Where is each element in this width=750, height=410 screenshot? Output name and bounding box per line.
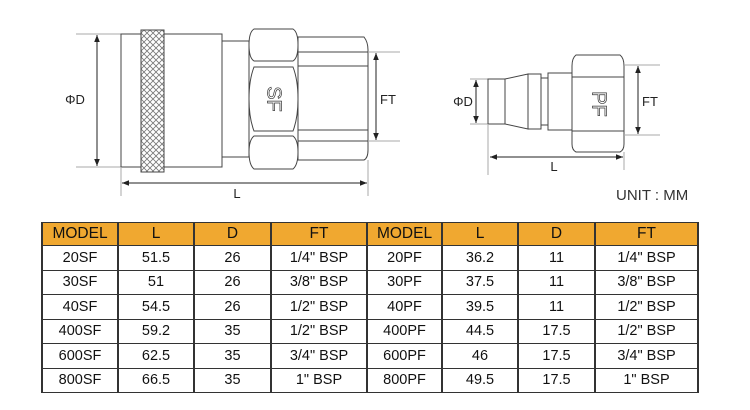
- col-header: MODEL: [366, 222, 443, 246]
- col-header: FT: [270, 222, 368, 246]
- table-cell: 26: [193, 245, 272, 271]
- table-cell: 26: [193, 269, 272, 295]
- socket-mark: SF: [263, 86, 285, 112]
- plug-mark: PF: [588, 91, 610, 117]
- table-cell: 17.5: [517, 367, 596, 393]
- table-row: 20SF 51.5 26 1/4" BSP 20PF 36.2 11 1/4" BSP: [41, 245, 699, 271]
- technical-drawing: SF ΦD FT L PF ΦD FT L: [65, 28, 660, 201]
- table-cell: 30SF: [41, 269, 119, 295]
- col-header: D: [517, 222, 596, 246]
- table-cell: 66.5: [117, 367, 195, 393]
- table-cell: 59.2: [117, 318, 195, 344]
- spec-table: MODEL L D FT MODEL L D FT 20SF 51.5 26 1/4"…: [41, 222, 699, 393]
- table-cell: 30PF: [366, 269, 443, 295]
- table-cell: 600SF: [41, 343, 119, 369]
- col-header: MODEL: [41, 222, 119, 246]
- unit-label: UNIT : MM: [616, 187, 689, 204]
- table-row: 40SF 54.5 26 1/2" BSP 40PF 39.5 11 1/2" BSP: [41, 294, 699, 320]
- table-cell: 35: [193, 367, 272, 393]
- table-cell: 1/2" BSP: [270, 294, 368, 320]
- table-cell: 1" BSP: [594, 367, 699, 393]
- socket-drawing: [76, 28, 400, 196]
- table-cell: 400PF: [366, 318, 443, 344]
- socket-dim-l: L: [233, 186, 240, 201]
- table-cell: 600PF: [366, 343, 443, 369]
- table-cell: 800PF: [366, 367, 443, 393]
- col-header: L: [117, 222, 195, 246]
- table-cell: 40PF: [366, 294, 443, 320]
- table-cell: 49.5: [441, 367, 519, 393]
- plug-dim-l: L: [550, 159, 557, 174]
- plug-drawing: [470, 54, 660, 175]
- table-cell: 51: [117, 269, 195, 295]
- table-cell: 26: [193, 294, 272, 320]
- table-cell: 1/4" BSP: [594, 245, 699, 271]
- table-row: 30SF 51 26 3/8" BSP 30PF 37.5 11 3/8" BSP: [41, 269, 699, 295]
- socket-dim-d: ΦD: [65, 92, 85, 107]
- table-row: 800SF 66.5 35 1" BSP 800PF 49.5 17.5 1" BSP: [41, 367, 699, 393]
- table-cell: 1/2" BSP: [594, 318, 699, 344]
- table-cell: 54.5: [117, 294, 195, 320]
- table-cell: 1/2" BSP: [270, 318, 368, 344]
- table-cell: 39.5: [441, 294, 519, 320]
- table-header: MODEL L D FT MODEL L D FT: [41, 222, 699, 246]
- socket-dim-ft: FT: [380, 92, 396, 107]
- table-cell: 400SF: [41, 318, 119, 344]
- table-cell: 11: [517, 269, 596, 295]
- table-cell: 36.2: [441, 245, 519, 271]
- table-cell: 17.5: [517, 343, 596, 369]
- table-cell: 20PF: [366, 245, 443, 271]
- table-row: 600SF 62.5 35 3/4" BSP 600PF 46 17.5 3/4" BSP: [41, 343, 699, 369]
- table-cell: 1/4" BSP: [270, 245, 368, 271]
- table-cell: 35: [193, 343, 272, 369]
- table-cell: 17.5: [517, 318, 596, 344]
- table-cell: 3/4" BSP: [270, 343, 368, 369]
- table-cell: 800SF: [41, 367, 119, 393]
- plug-dim-d: ΦD: [453, 94, 473, 109]
- table-cell: 62.5: [117, 343, 195, 369]
- col-header: FT: [594, 222, 699, 246]
- table-cell: 40SF: [41, 294, 119, 320]
- table-cell: 20SF: [41, 245, 119, 271]
- table-cell: 44.5: [441, 318, 519, 344]
- col-header: L: [441, 222, 519, 246]
- plug-dim-ft: FT: [642, 94, 658, 109]
- table-cell: 46: [441, 343, 519, 369]
- table-cell: 1" BSP: [270, 367, 368, 393]
- table-cell: 3/4" BSP: [594, 343, 699, 369]
- knurl-ring: [140, 29, 165, 173]
- table-cell: 35: [193, 318, 272, 344]
- table-cell: 3/8" BSP: [594, 269, 699, 295]
- table-cell: 1/2" BSP: [594, 294, 699, 320]
- table-cell: 11: [517, 294, 596, 320]
- table-cell: 11: [517, 245, 596, 271]
- col-header: D: [193, 222, 272, 246]
- table-cell: 37.5: [441, 269, 519, 295]
- table-cell: 51.5: [117, 245, 195, 271]
- table-cell: 3/8" BSP: [270, 269, 368, 295]
- table-row: 400SF 59.2 35 1/2" BSP 400PF 44.5 17.5 1/2" BSP: [41, 318, 699, 344]
